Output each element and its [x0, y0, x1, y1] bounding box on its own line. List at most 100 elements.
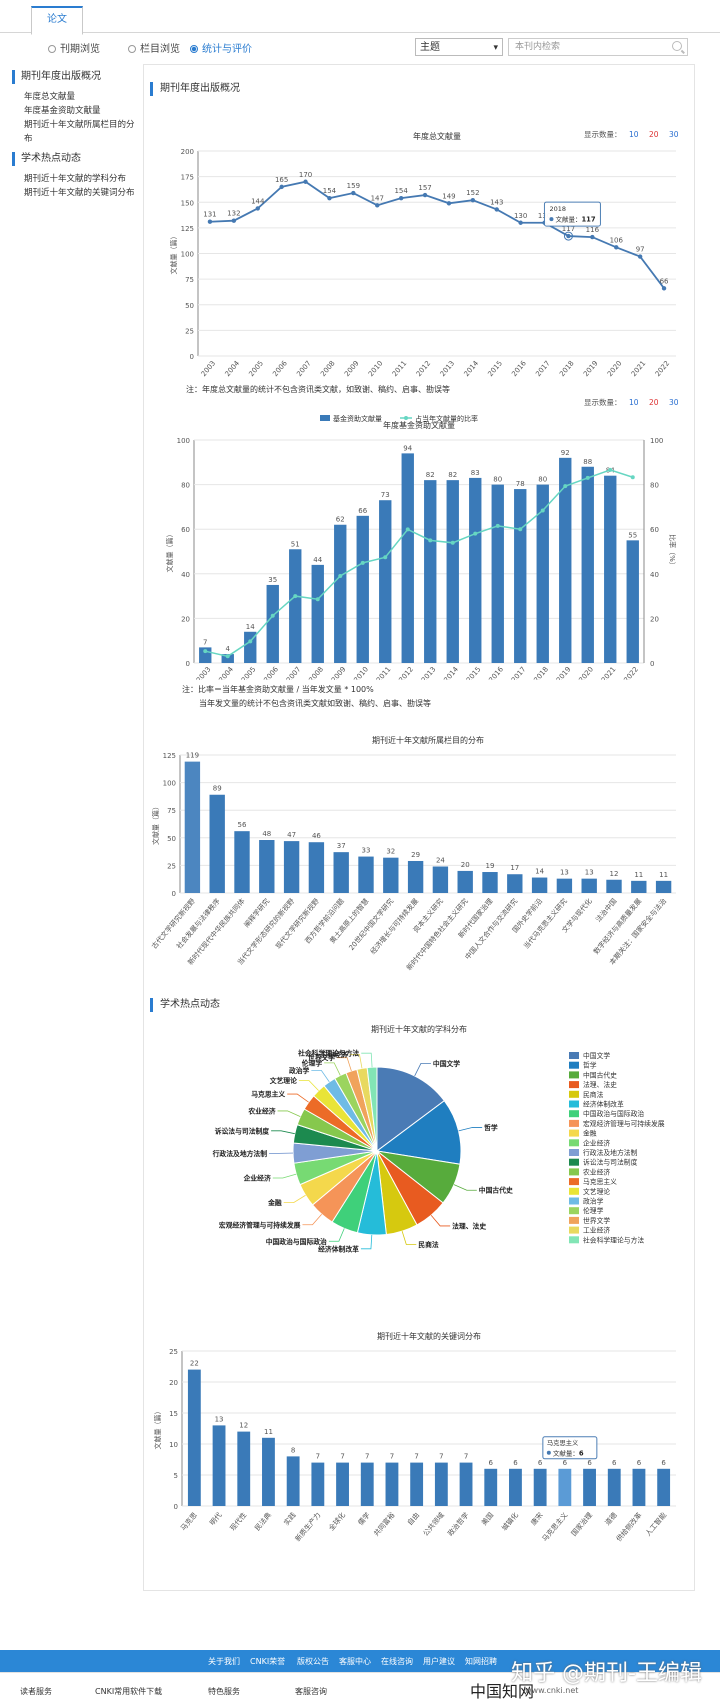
- data-point[interactable]: [303, 180, 307, 184]
- bottom-link-reader[interactable]: 读者服务: [20, 1686, 52, 1697]
- bar[interactable]: [210, 795, 225, 893]
- ratio-point[interactable]: [293, 594, 297, 598]
- data-point[interactable]: [662, 286, 666, 290]
- bar[interactable]: [402, 453, 414, 663]
- data-point[interactable]: [256, 206, 260, 210]
- bar[interactable]: [379, 500, 391, 663]
- bar[interactable]: [358, 857, 373, 893]
- bar[interactable]: [534, 1469, 547, 1506]
- ratio-point[interactable]: [586, 476, 590, 480]
- data-point[interactable]: [614, 245, 618, 249]
- bar[interactable]: [410, 1463, 423, 1506]
- ratio-point[interactable]: [203, 649, 207, 653]
- display-count-option[interactable]: 30: [669, 130, 679, 139]
- bar[interactable]: [213, 1425, 226, 1506]
- data-point[interactable]: [590, 235, 594, 239]
- ratio-point[interactable]: [473, 532, 477, 536]
- ratio-point[interactable]: [428, 538, 432, 542]
- bottom-link-software[interactable]: CNKI常用软件下载: [95, 1686, 162, 1697]
- sidebar-group-publication[interactable]: 期刊年度出版概况: [12, 70, 142, 84]
- data-point[interactable]: [399, 196, 403, 200]
- search-input[interactable]: 本刊内检索: [508, 38, 688, 56]
- data-point[interactable]: [279, 185, 283, 189]
- display-count-option[interactable]: 20: [649, 398, 659, 407]
- bar[interactable]: [334, 852, 349, 893]
- display-count-option[interactable]: 10: [629, 398, 639, 407]
- data-point[interactable]: [638, 254, 642, 258]
- bar[interactable]: [336, 1463, 349, 1506]
- bar[interactable]: [559, 458, 571, 663]
- data-point[interactable]: [495, 207, 499, 211]
- radio-stats[interactable]: 统计与评价: [190, 40, 252, 55]
- radio-issue-browse[interactable]: 刊期浏览: [48, 40, 100, 55]
- footer-link-consult[interactable]: 在线咨询: [381, 1656, 413, 1667]
- bar[interactable]: [557, 879, 572, 893]
- data-point[interactable]: [232, 219, 236, 223]
- bar[interactable]: [309, 842, 324, 893]
- bar[interactable]: [188, 1370, 201, 1506]
- ratio-point[interactable]: [316, 597, 320, 601]
- ratio-point[interactable]: [271, 614, 275, 618]
- bar[interactable]: [424, 480, 436, 663]
- bar[interactable]: [267, 585, 279, 663]
- footer-link-service[interactable]: 客服中心: [339, 1656, 371, 1667]
- bar[interactable]: [312, 565, 324, 663]
- ratio-point[interactable]: [383, 555, 387, 559]
- sidebar-item-columns[interactable]: 期刊近十年文献所属栏目的分布: [12, 118, 142, 146]
- bar[interactable]: [633, 1469, 646, 1506]
- bar[interactable]: [558, 1469, 571, 1506]
- bar[interactable]: [287, 1456, 300, 1506]
- bar[interactable]: [514, 489, 526, 663]
- data-point[interactable]: [566, 234, 570, 238]
- bar[interactable]: [631, 881, 646, 893]
- sidebar-item-funded[interactable]: 年度基金资助文献量: [12, 104, 142, 118]
- ratio-point[interactable]: [361, 561, 365, 565]
- footer-link-copyright[interactable]: 版权公告: [297, 1656, 329, 1667]
- ratio-point[interactable]: [226, 654, 230, 658]
- bar[interactable]: [583, 1469, 596, 1506]
- bar[interactable]: [657, 1469, 670, 1506]
- bar[interactable]: [492, 485, 504, 663]
- bar[interactable]: [507, 874, 522, 893]
- bar[interactable]: [484, 1469, 497, 1506]
- radio-column-browse[interactable]: 栏目浏览: [128, 40, 180, 55]
- search-field-select[interactable]: 主题▾: [415, 38, 503, 56]
- footer-link-about[interactable]: 关于我们: [208, 1656, 240, 1667]
- bar[interactable]: [237, 1432, 250, 1506]
- footer-link-feedback[interactable]: 用户建议: [423, 1656, 455, 1667]
- bar[interactable]: [509, 1469, 522, 1506]
- sidebar-group-hotspots[interactable]: 学术热点动态: [12, 152, 142, 166]
- bar[interactable]: [482, 872, 497, 893]
- ratio-point[interactable]: [518, 527, 522, 531]
- bar[interactable]: [447, 480, 459, 663]
- bar[interactable]: [334, 525, 346, 663]
- bar[interactable]: [532, 878, 547, 893]
- bar[interactable]: [234, 831, 249, 893]
- sidebar-item-total[interactable]: 年度总文献量: [12, 90, 142, 104]
- ratio-point[interactable]: [406, 527, 410, 531]
- bar[interactable]: [433, 867, 448, 893]
- ratio-point[interactable]: [608, 468, 612, 472]
- data-point[interactable]: [471, 198, 475, 202]
- data-point[interactable]: [423, 193, 427, 197]
- display-count-option[interactable]: 10: [629, 130, 639, 139]
- bar[interactable]: [383, 858, 398, 893]
- bar[interactable]: [627, 540, 639, 663]
- bar[interactable]: [458, 871, 473, 893]
- tab-papers[interactable]: 论文: [31, 6, 83, 35]
- ratio-point[interactable]: [563, 484, 567, 488]
- ratio-point[interactable]: [338, 574, 342, 578]
- display-count-option[interactable]: 20: [649, 130, 659, 139]
- bar[interactable]: [460, 1463, 473, 1506]
- bar[interactable]: [608, 1469, 621, 1506]
- bar[interactable]: [408, 861, 423, 893]
- sidebar-item-keywords[interactable]: 期刊近十年文献的关键词分布: [12, 186, 142, 200]
- data-point[interactable]: [518, 221, 522, 225]
- ratio-point[interactable]: [631, 475, 635, 479]
- bar[interactable]: [289, 549, 301, 663]
- data-point[interactable]: [375, 203, 379, 207]
- bar[interactable]: [656, 881, 671, 893]
- data-point[interactable]: [447, 201, 451, 205]
- ratio-point[interactable]: [541, 508, 545, 512]
- ratio-point[interactable]: [451, 541, 455, 545]
